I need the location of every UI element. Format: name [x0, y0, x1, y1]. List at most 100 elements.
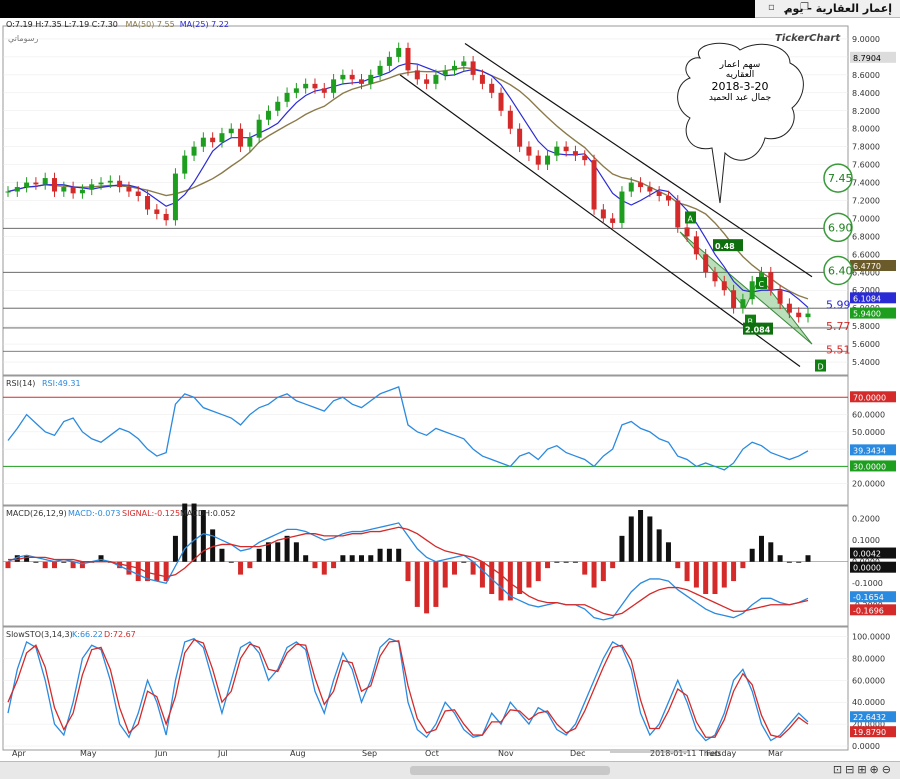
macd-histogram-bar [554, 561, 560, 563]
candle [14, 187, 20, 192]
candle [284, 92, 290, 102]
macd-histogram-bar [712, 561, 718, 594]
macd-histogram-bar [238, 561, 244, 575]
candle [647, 187, 653, 192]
chart-area[interactable]: 9.00008.80008.60008.40008.20008.00007.80… [0, 18, 900, 763]
macd-histogram-bar [5, 561, 11, 569]
candle [228, 128, 234, 134]
sto-tick-label: 20.0000 [852, 720, 885, 729]
candle [331, 79, 337, 93]
candle [442, 70, 448, 75]
pattern-point-bg [685, 211, 696, 224]
candle [721, 281, 727, 291]
x-axis-label: Dec [570, 749, 585, 758]
macd-histogram-bar [126, 561, 132, 575]
pattern-value-label: 2.084 [745, 326, 771, 335]
macd-histogram-bar [219, 548, 225, 562]
candle [498, 92, 504, 111]
level-label: 6.90 [828, 221, 853, 234]
high-tag-bg [850, 51, 896, 63]
chart-nav-buttons[interactable]: ⊡⊟⊞⊕⊖ [832, 763, 894, 776]
candle [107, 180, 113, 183]
window-title: إعمار العقارية - يوم [784, 2, 892, 15]
macd-histogram-bar [433, 561, 439, 607]
macd-histogram-bar [321, 561, 327, 575]
candle [172, 173, 178, 221]
macd-histogram-bar [14, 555, 20, 562]
candle [628, 182, 634, 192]
annotation-line-3: 2018-3-20 [711, 80, 769, 93]
level-circle [823, 255, 853, 286]
macd-histogram-bar [442, 561, 448, 588]
macd-histogram-bar [312, 561, 318, 569]
pane-3-frame [2, 626, 849, 751]
macd-histogram-bar [805, 555, 811, 562]
pattern-point-bg [745, 314, 756, 327]
candle [349, 74, 355, 80]
candle [117, 180, 123, 188]
candle [675, 200, 681, 228]
macd-histogram-bar [582, 561, 588, 575]
price-tick-label: 8.6000 [852, 71, 880, 80]
candle [358, 79, 364, 84]
macd-histogram-bar [424, 561, 430, 614]
candle [24, 182, 30, 188]
window-menu-icon[interactable]: ▫ [768, 2, 775, 13]
minimize-icon[interactable]: ▁ [784, 2, 792, 13]
sto-d-tag-bg [850, 726, 896, 738]
sto-tick-label: 40.0000 [852, 698, 885, 707]
last-price-tag-bg [850, 307, 896, 319]
sto-d-tag: 19.8790 [853, 728, 886, 737]
candle [321, 88, 327, 93]
scroll-thumb[interactable] [410, 766, 610, 775]
candle [70, 187, 76, 194]
macd-histogram-bar [749, 548, 755, 562]
candle [210, 137, 216, 143]
drawings-label[interactable]: رسوماتي [8, 34, 39, 43]
macd-histogram-bar [591, 561, 597, 588]
ma50-readout: MA(50) 7.55 [125, 20, 175, 29]
macd-histogram-bar [182, 503, 188, 562]
rsi-os-tag-bg [850, 460, 896, 472]
candle [154, 209, 160, 214]
macd-histogram-bar [349, 555, 355, 562]
macd-histogram-bar [693, 561, 699, 588]
candle [517, 128, 523, 147]
macd-histogram-bar [526, 561, 532, 588]
level-label: 6.40 [828, 264, 853, 277]
window-title-bar: ▫ ▁ ❐ إعمار العقارية - يوم [0, 0, 900, 18]
macd-histogram-bar [675, 561, 681, 569]
pattern-value-bg [743, 322, 773, 335]
candle [191, 146, 197, 156]
candle [638, 182, 644, 188]
price-tick-label: 6.4000 [852, 268, 880, 277]
macd-histogram-bar [228, 561, 234, 563]
restore-icon[interactable]: ❐ [800, 2, 809, 13]
candle [377, 65, 383, 75]
candle [749, 281, 755, 300]
candle [665, 196, 671, 201]
pattern-point-bg [756, 276, 767, 289]
candle [619, 191, 625, 223]
candle [405, 47, 411, 71]
high-tag: 8.7904 [853, 54, 881, 63]
candle [563, 146, 569, 152]
pattern-point-label: C [759, 280, 765, 289]
macd-histogram-bar [145, 561, 151, 582]
level-label: 5.51 [826, 343, 851, 356]
macd-histogram-bar [507, 561, 513, 601]
pane-1-frame [2, 375, 849, 506]
macdh-value: MACDH:0.052 [180, 509, 236, 518]
macd-last-tag-bg [850, 591, 896, 603]
candle [591, 160, 597, 210]
macd-histogram-bar [405, 561, 411, 582]
macd-histogram-bar [191, 503, 197, 562]
ma25-readout: MA(25) 7.22 [179, 20, 229, 29]
signal-last-tag: -0.1696 [853, 606, 884, 615]
macd-histogram-bar [572, 561, 578, 563]
candle [238, 128, 244, 147]
signal-line [8, 526, 809, 617]
level-label: 7.45 [828, 172, 853, 185]
macd-histogram-bar [293, 542, 299, 562]
horizontal-scrollbar[interactable]: ⊡⊟⊞⊕⊖ [0, 761, 900, 779]
